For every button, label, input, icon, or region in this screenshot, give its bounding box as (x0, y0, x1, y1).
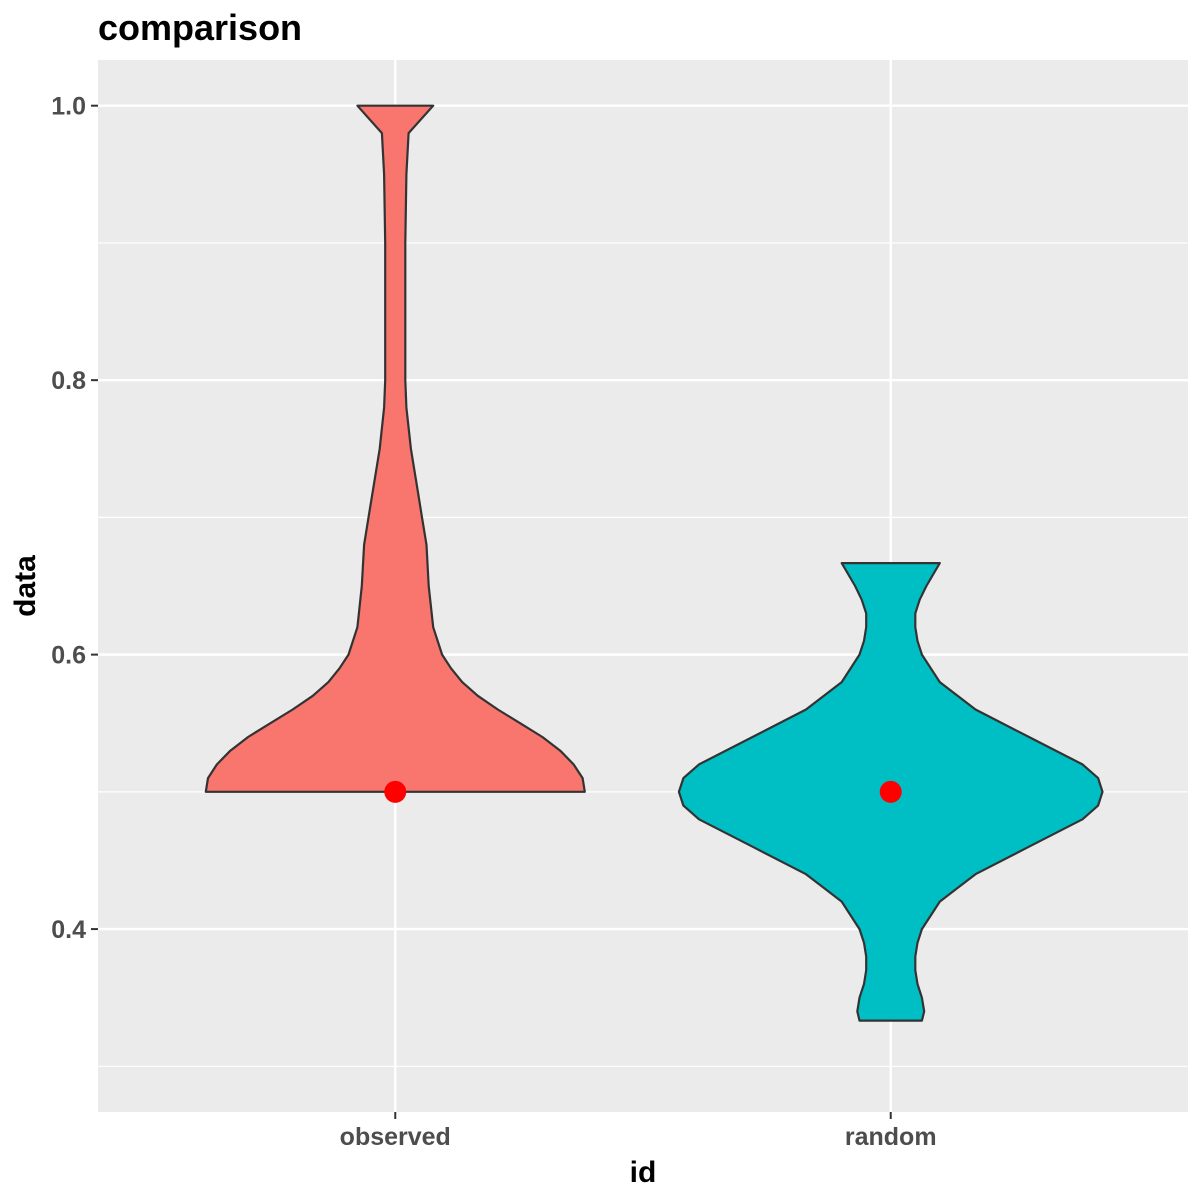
axes: 0.4 0.6 0.8 1.0 observed random (51, 93, 936, 1151)
violins (204, 104, 1104, 1022)
y-tick-label: 1.0 (51, 93, 86, 121)
y-axis-title: data (9, 555, 42, 617)
y-tick-label: 0.8 (51, 367, 86, 395)
y-tick-label: 0.6 (51, 642, 86, 670)
violin-observed (204, 104, 586, 793)
median-point-random (879, 780, 902, 803)
x-tick-label-random: random (845, 1123, 937, 1151)
x-tick-label-observed: observed (340, 1123, 451, 1151)
median-point-observed (384, 780, 407, 803)
x-axis-title: id (630, 1156, 657, 1189)
y-tick-label: 0.4 (51, 916, 86, 944)
chart-title: comparison (98, 7, 302, 48)
plot-panel (98, 60, 1188, 1112)
